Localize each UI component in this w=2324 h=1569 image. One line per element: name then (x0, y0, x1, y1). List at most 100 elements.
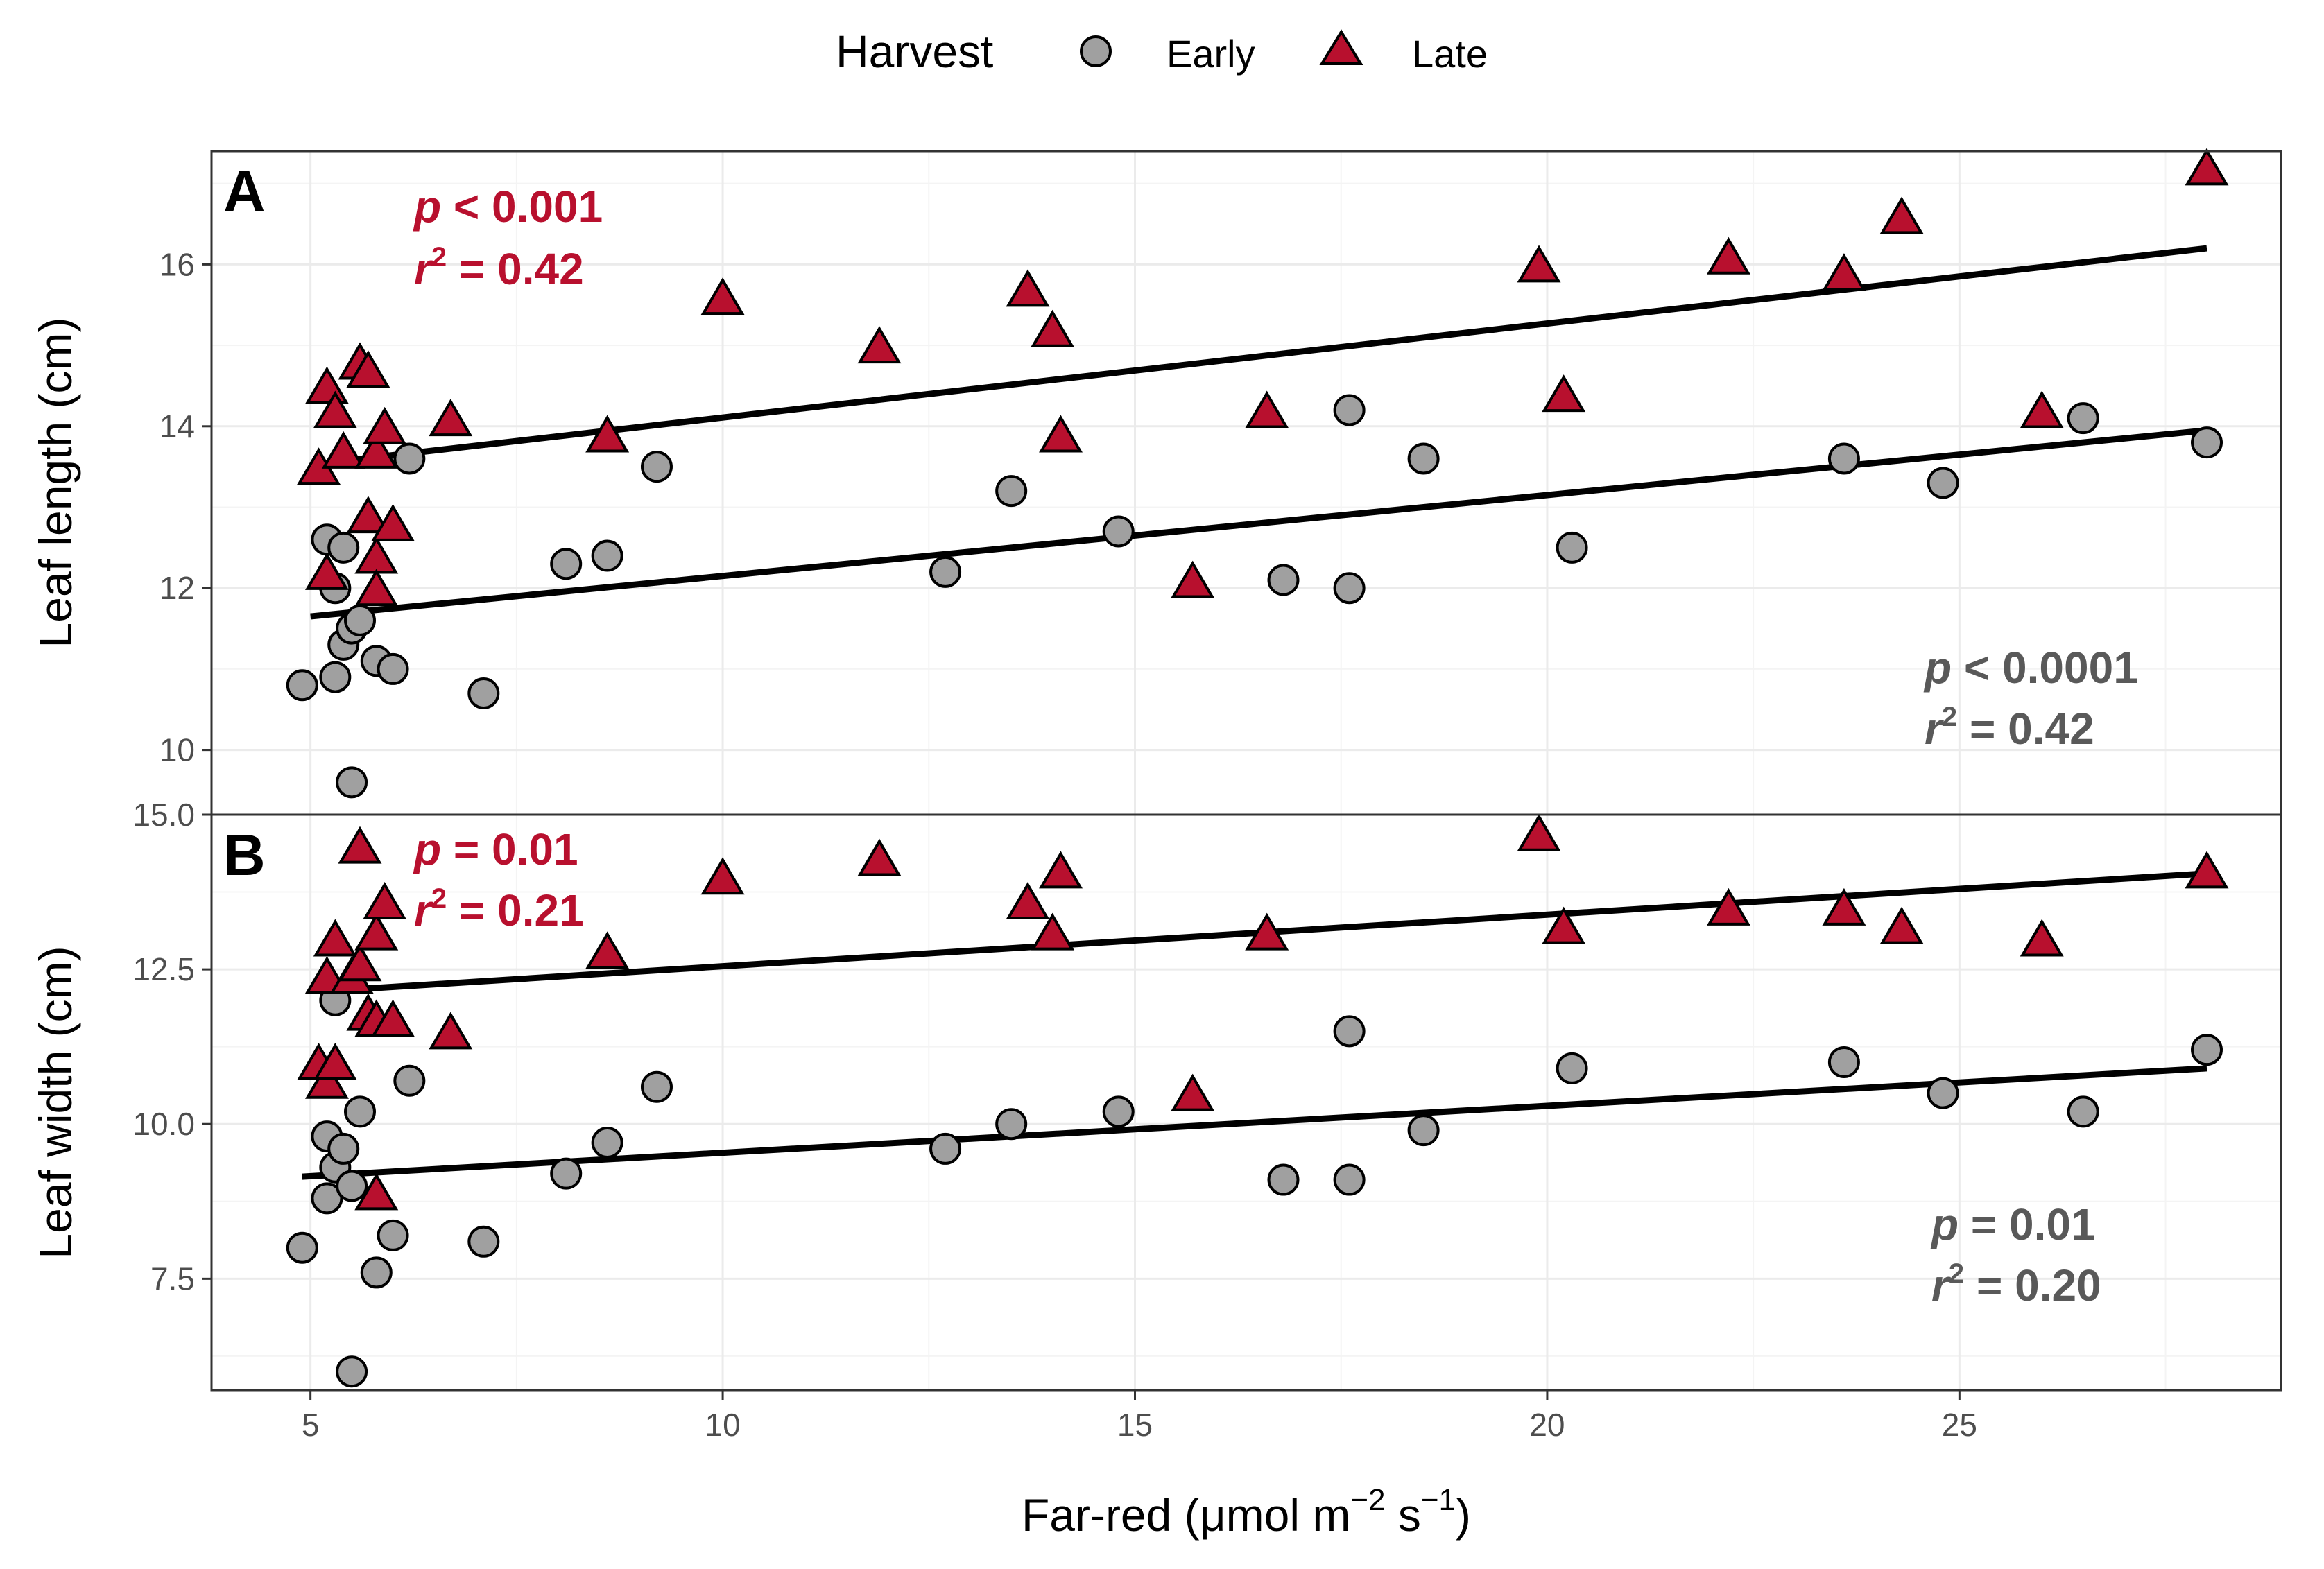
panel-a-early-point (377, 652, 409, 685)
x-axis-title-exponent-1: −2 (1350, 1483, 1385, 1517)
panel-a-late-r-symbol: r (414, 244, 433, 294)
panel-a-early-point (319, 661, 352, 693)
panel-a-late-point (354, 431, 399, 469)
panel-b-early-point (2067, 1095, 2099, 1128)
x-tick-label: 10 (705, 1407, 740, 1443)
panel-a-early-p-symbol: p (1923, 643, 1952, 693)
panel-b-points (286, 813, 2229, 1388)
panel-b-early-point (311, 1182, 343, 1215)
panel-b-late-point (700, 857, 745, 895)
panel-b-late-point (1006, 881, 1050, 919)
panel-b-late-point (1171, 1073, 1215, 1111)
panel-a-early-point (1102, 515, 1135, 548)
panel-a-late-point (2185, 148, 2229, 186)
x-axis: 5 10 15 20 25 (302, 1390, 1977, 1443)
x-axis-title: Far-red (μmol m−2 s−1) (1022, 1483, 1471, 1541)
panel-b-early-point (1267, 1163, 1300, 1196)
panel-a-late-point (304, 552, 349, 590)
panel-a-early-point (393, 442, 426, 475)
panel-b-early-point (343, 1095, 376, 1128)
panel-b-late-point (1822, 887, 1866, 926)
panel-b-late-point (354, 1172, 399, 1211)
panel-a-late-point (1245, 390, 1289, 428)
panel-a-late-point (321, 431, 365, 469)
panel-a-early-r-exponent: 2 (1942, 702, 1957, 732)
panel-a-late-point (1879, 196, 1924, 234)
panel-b-early-point (1102, 1095, 1135, 1128)
panel-b-early-r2-stat: r2 = 0.20 (1931, 1258, 2101, 1310)
panel-b-late-point (313, 1043, 357, 1080)
panel-b-late-p-value: = 0.01 (441, 824, 578, 874)
panel-a-late-p-symbol: p (413, 182, 441, 232)
panel-a-letter: A (223, 159, 266, 224)
panel-a-early-point (1267, 564, 1300, 596)
legend-early-label: Early (1167, 32, 1255, 76)
panel-a-late-point (2020, 390, 2064, 428)
panel-a-late-point (363, 406, 407, 444)
panel-a-early-point (640, 451, 673, 483)
panel-a-early-point (591, 539, 623, 572)
panel-a-y-axis: 10 12 14 16 (160, 246, 212, 768)
panel-a-late-point (1039, 415, 1083, 453)
panel-a-y-axis-title: Leaf length (cm) (30, 318, 81, 648)
panel-b-late-point (354, 912, 399, 951)
x-tick-label: 20 (1529, 1407, 1565, 1443)
panel-a-early-r2-stat: r2 = 0.42 (1925, 702, 2094, 754)
panel-a-early-point (995, 475, 1028, 508)
panel-b-late-point (1879, 906, 1924, 944)
panel-a-early-r-symbol: r (1925, 704, 1944, 754)
panel-b-early-point (336, 1170, 368, 1202)
panel-a-early-point (1407, 442, 1440, 475)
panel-a-y-tick-label: 14 (160, 408, 195, 444)
panel-a-early-point (2067, 402, 2099, 435)
panel-a-early-regression-line (310, 427, 2207, 620)
panel-b-letter: B (223, 822, 266, 887)
x-tick-label: 25 (1942, 1407, 1977, 1443)
panel-a-late-point (700, 277, 745, 315)
panel-b-early-p-stat: p = 0.01 (1930, 1199, 2096, 1249)
panel-b-early-point (1333, 1163, 1366, 1196)
panel-b-y-tick-label: 7.5 (150, 1260, 195, 1297)
panel-a-early-point (929, 555, 962, 588)
panel-a-early-point (1927, 467, 1959, 499)
panel-b-early-point (1333, 1015, 1366, 1048)
panel-a-late-point (313, 390, 357, 428)
panel-a-late-point (1006, 269, 1050, 307)
panel-b-early-point (1927, 1077, 1959, 1109)
panel-b-late-point (585, 931, 630, 969)
panel-a-late-r-exponent: 2 (431, 242, 447, 272)
panel-b-early-r2-value: = 0.20 (1964, 1260, 2101, 1310)
x-axis-title-main: Far-red (μmol m (1022, 1489, 1350, 1541)
panel-a-late-point (1031, 309, 1075, 347)
x-axis-title-exponent-2: −1 (1421, 1483, 1456, 1517)
panel-b-early-r-exponent: 2 (1949, 1258, 1964, 1289)
legend-late-marker (1319, 29, 1363, 65)
panel-a-y-tick-label: 10 (160, 732, 195, 768)
panel-a-late-point (1517, 245, 1561, 283)
panel-a-late-p-stat: p < 0.001 (413, 182, 603, 232)
x-tick-label: 5 (302, 1407, 320, 1443)
panel-b-late-point (338, 826, 382, 864)
panel-b: 7.510.012.515.0 B p = 0.01 r2 = 0.21 p =… (30, 797, 2282, 1392)
panel-a-early-point (467, 677, 500, 709)
panel-b-early-point (995, 1108, 1028, 1141)
panel-b-late-point (304, 1061, 349, 1099)
panel-b-early-point (327, 1132, 360, 1165)
panel-b-late-point (313, 919, 357, 957)
panel-a-late-point (346, 496, 390, 534)
panel-b-early-point (393, 1064, 426, 1097)
panel-b-early-regression-line (302, 1065, 2207, 1180)
panel-b-early-point (1556, 1052, 1588, 1084)
panel-b-y-tick-label: 15.0 (132, 797, 195, 833)
panel-b-late-point (2020, 919, 2064, 957)
panel-a-y-tick-label: 16 (160, 246, 195, 282)
panel-a-early-point (1827, 442, 1860, 475)
panel-a-late-point (585, 415, 630, 453)
panel-a-y-tick-label: 12 (160, 570, 195, 606)
panel-a-late-point (354, 569, 399, 607)
panel-a-points (286, 148, 2229, 799)
panel-a-late-point (1822, 253, 1866, 291)
panel-b-early-point (336, 1355, 368, 1388)
panel-b-border (210, 813, 2282, 1392)
panel-b-late-point (1542, 906, 1586, 944)
